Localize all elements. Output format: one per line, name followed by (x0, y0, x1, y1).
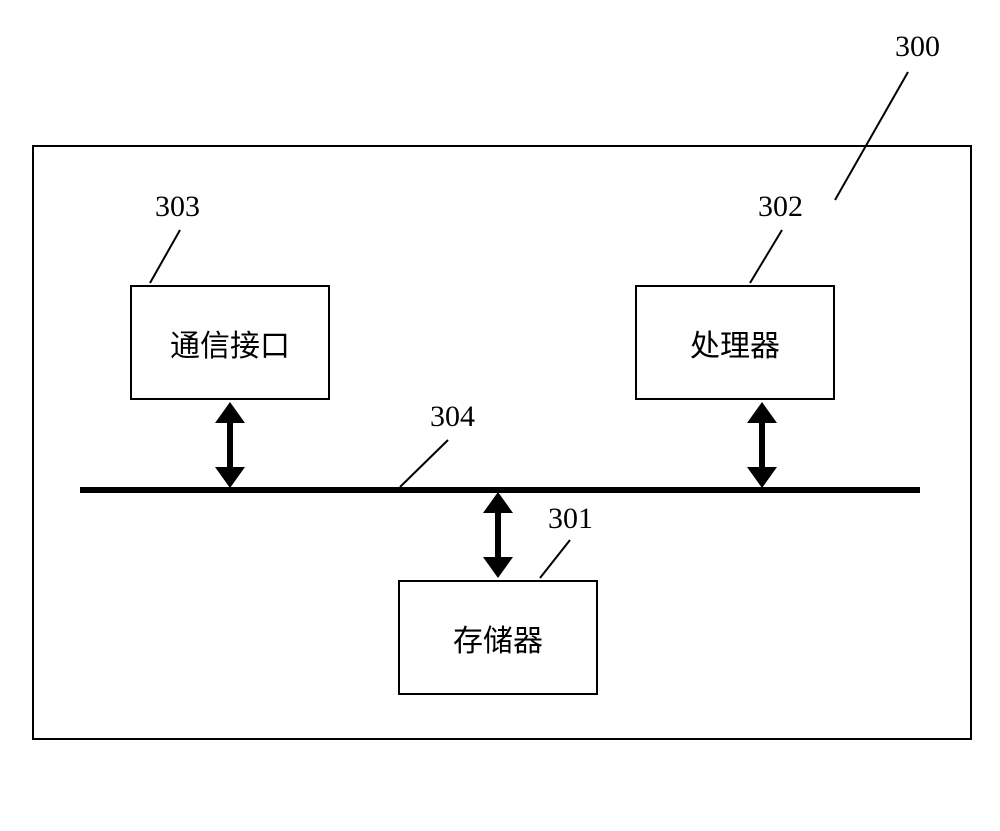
block-comm-label: 通信接口 (170, 321, 290, 365)
block-proc-label: 处理器 (690, 321, 780, 365)
block-comm: 通信接口 (130, 285, 330, 400)
diagram-canvas: 通信接口 处理器 存储器 300 304 303 302 301 (0, 0, 1000, 831)
block-mem-label: 存储器 (453, 616, 543, 660)
ref-bus: 304 (430, 400, 475, 434)
block-mem: 存储器 (398, 580, 598, 695)
ref-comm: 303 (155, 190, 200, 224)
ref-mem: 301 (548, 502, 593, 536)
ref-proc: 302 (758, 190, 803, 224)
block-proc: 处理器 (635, 285, 835, 400)
ref-outer: 300 (895, 30, 940, 64)
